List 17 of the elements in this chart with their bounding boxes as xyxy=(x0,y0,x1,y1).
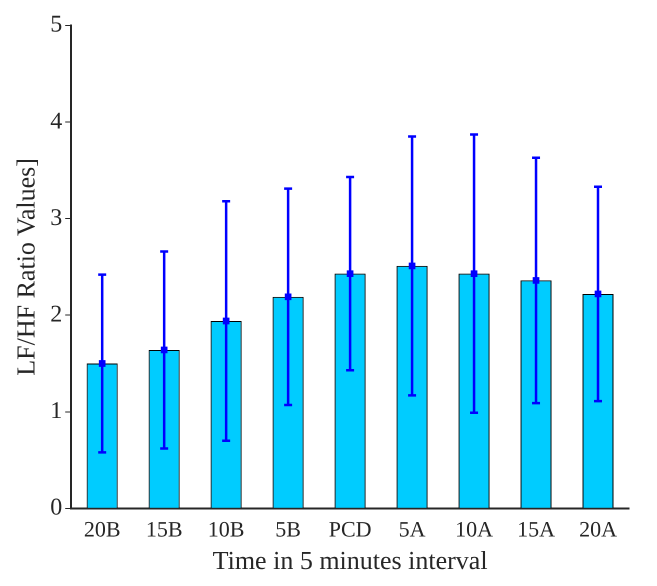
x-tick-label: 10A xyxy=(455,516,494,542)
y-tick-label: 2 xyxy=(50,301,62,328)
y-tick-label: 5 xyxy=(50,12,62,38)
y-tick-label: 0 xyxy=(50,494,62,521)
x-tick-label: PCD xyxy=(328,516,372,542)
x-tick-label: 20A xyxy=(579,516,618,542)
x-tick-label: 5A xyxy=(398,516,426,542)
x-tick-label: 5B xyxy=(275,516,301,542)
x-tick-label: 20B xyxy=(84,516,121,542)
x-tick-label: 15A xyxy=(517,516,556,542)
x-tick-label: 10B xyxy=(208,516,244,542)
x-tick-label: 15B xyxy=(146,516,183,542)
y-axis-title: LF/HF Ratio Values] xyxy=(11,158,40,376)
y-tick-label: 3 xyxy=(50,204,62,231)
y-tick-label: 1 xyxy=(50,398,62,424)
y-tick-label: 4 xyxy=(50,108,62,134)
x-axis-title: Time in 5 minutes interval xyxy=(212,546,488,576)
